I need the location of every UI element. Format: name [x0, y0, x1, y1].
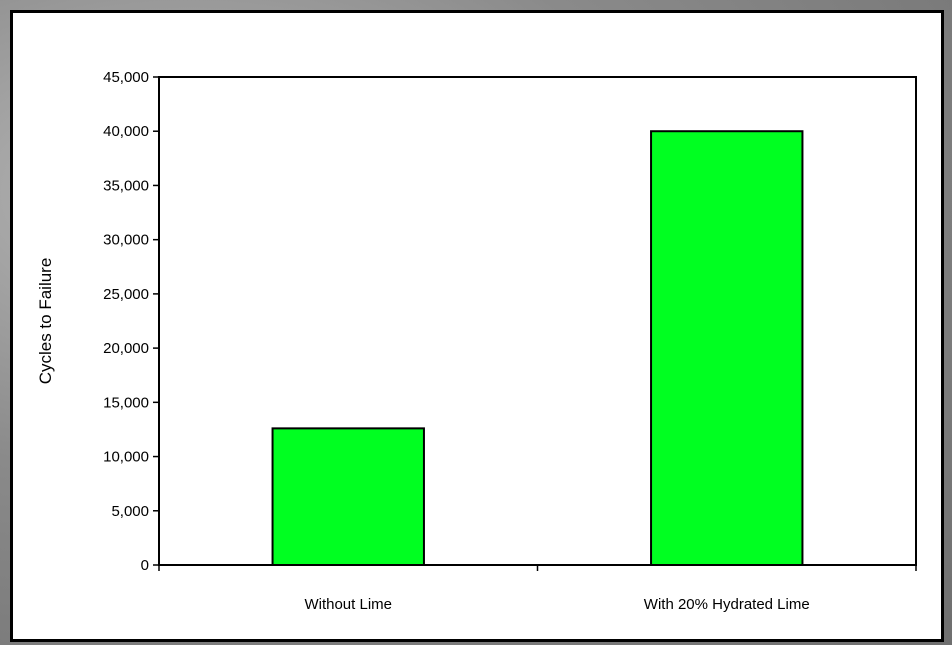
y-tick-label: 0 — [141, 557, 149, 574]
y-axis: 0 5,000 10,000 15,000 20,000 25,000 30,000 35,0… — [103, 69, 159, 574]
y-tick-label: 25,000 — [103, 286, 149, 303]
y-tick-label: 45,000 — [103, 69, 149, 86]
y-tick-label: 10,000 — [103, 449, 149, 466]
y-tick-label: 40,000 — [103, 123, 149, 140]
x-category-label: Without Lime — [304, 596, 392, 613]
y-axis-title: Cycles to Failure — [36, 258, 55, 385]
y-tick-label: 30,000 — [103, 232, 149, 249]
y-tick-label: 15,000 — [103, 394, 149, 411]
y-tick-label: 20,000 — [103, 340, 149, 357]
bar — [271, 427, 425, 566]
bars — [271, 130, 804, 566]
bar-chart: 0 5,000 10,000 15,000 20,000 25,000 30,000 35,0… — [36, 69, 917, 613]
x-category-label: With 20% Hydrated Lime — [644, 596, 810, 613]
bar — [650, 130, 804, 566]
y-tick-label: 5,000 — [111, 503, 149, 520]
x-axis: Without Lime With 20% Hydrated Lime — [158, 565, 917, 613]
y-tick-label: 35,000 — [103, 177, 149, 194]
chart-panel: 0 5,000 10,000 15,000 20,000 25,000 30,000 35,0… — [10, 10, 944, 642]
